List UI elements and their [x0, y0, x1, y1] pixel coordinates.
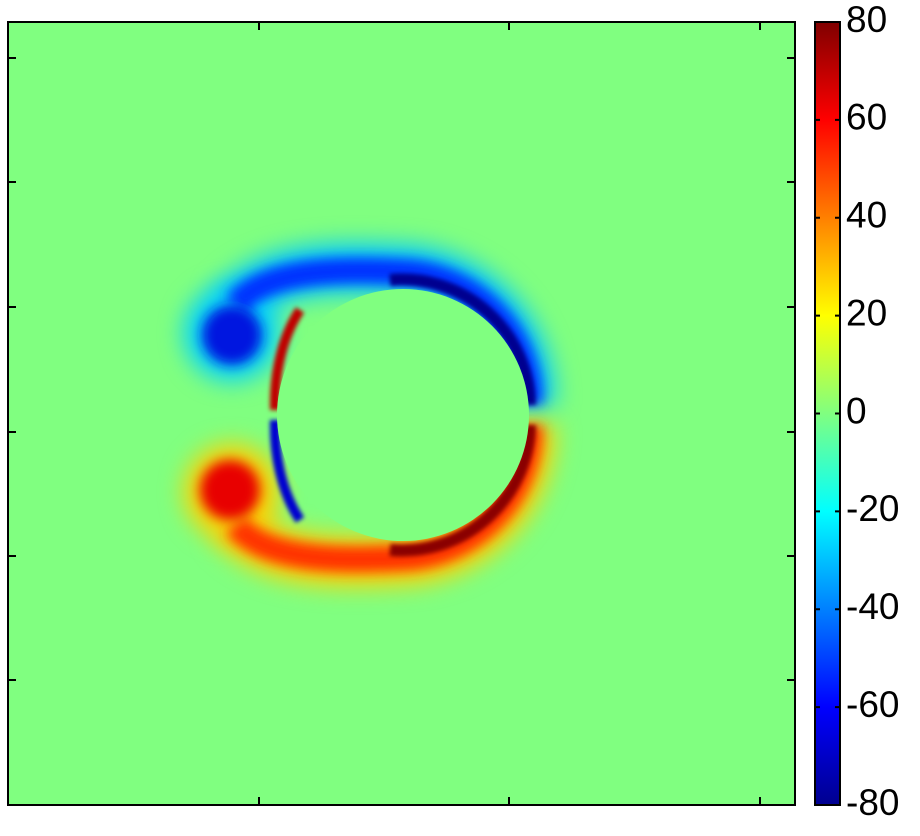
colorbar-tick-label: 40: [846, 195, 887, 236]
axis-ticks: [8, 22, 795, 805]
colorbar-tick-label: 80: [846, 0, 887, 40]
colorbar-tick-label: 60: [846, 97, 887, 138]
colorbar-tick-label: -20: [846, 488, 899, 529]
colorbar-tick-label: 0: [846, 390, 867, 431]
colorbar-tick-label: 20: [846, 292, 887, 333]
field: [8, 22, 795, 805]
colorbar-tick-label: -40: [846, 586, 899, 627]
colorbar-tick-label: -80: [846, 782, 899, 823]
colorbar: -80 -60 -40 -20 0 20 40 60 80: [814, 0, 899, 823]
colorbar-tick-label: -60: [846, 684, 899, 725]
plot-frame: [7, 21, 796, 806]
